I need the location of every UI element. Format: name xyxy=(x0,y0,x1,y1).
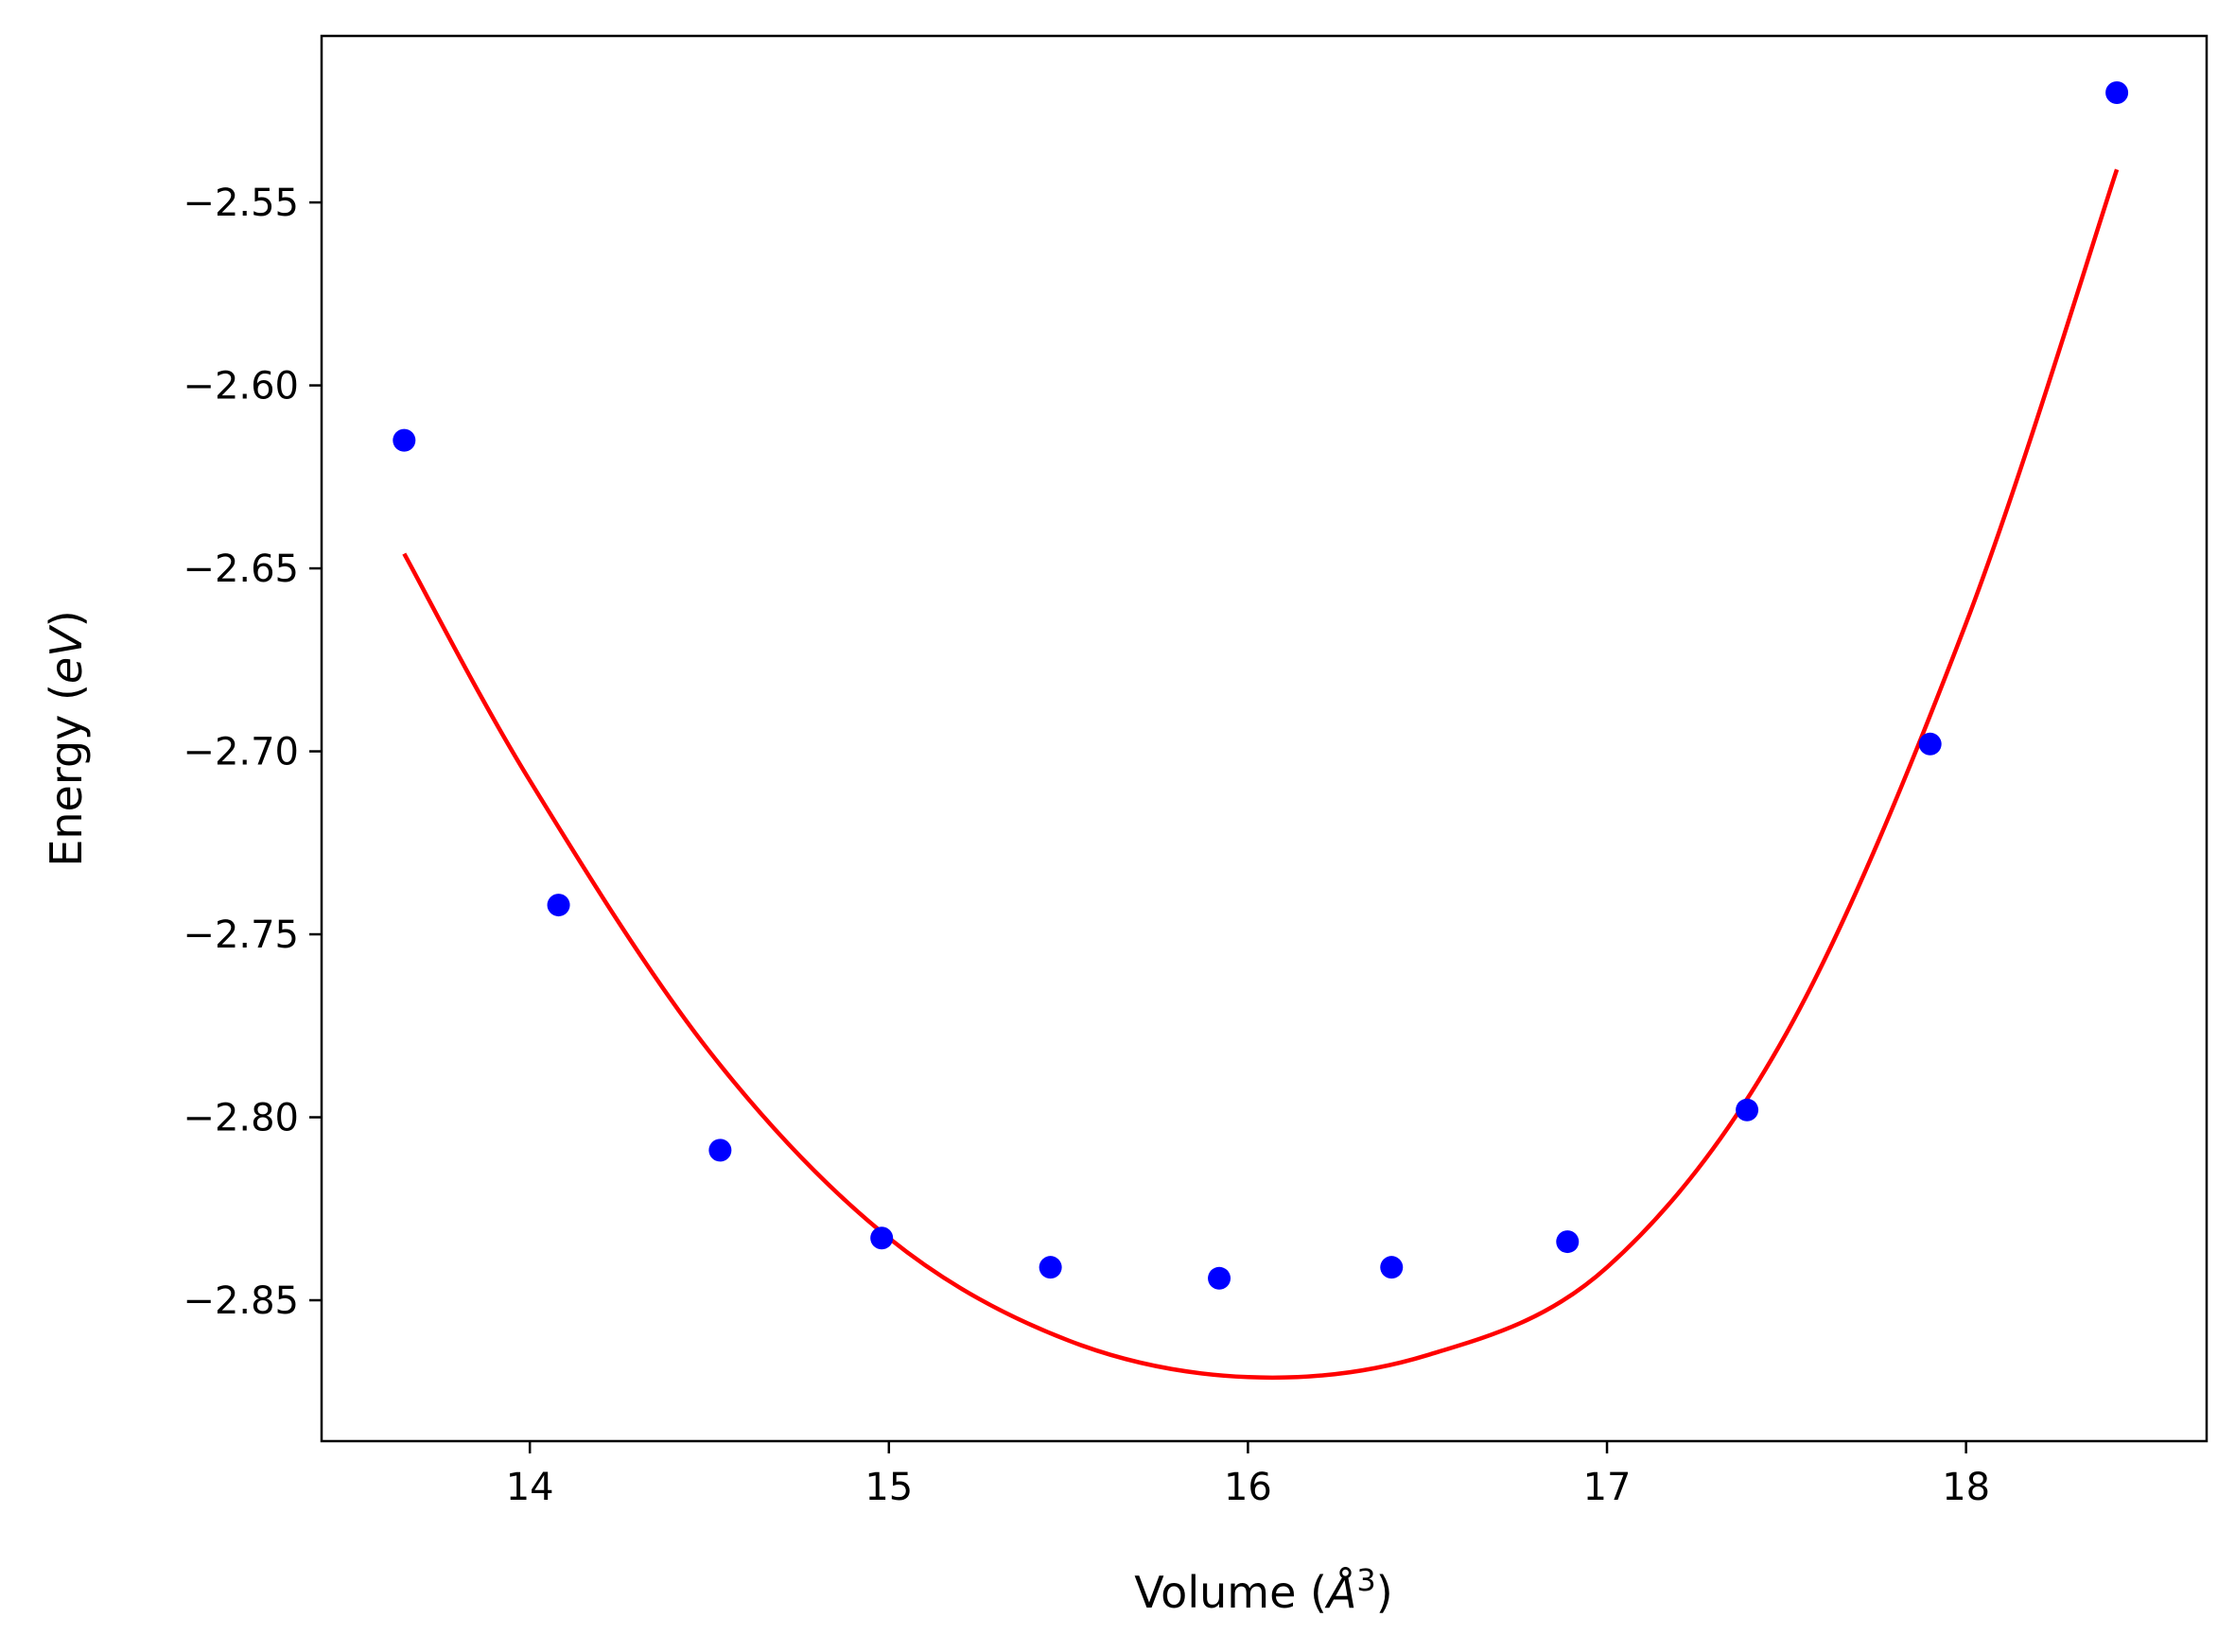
y-tick-label: −2.80 xyxy=(183,1097,299,1140)
data-point xyxy=(1039,1256,1062,1279)
data-point xyxy=(1556,1230,1580,1254)
x-axis-label: Volume (Å3) xyxy=(1134,1562,1392,1618)
data-point xyxy=(870,1226,894,1250)
y-axis-ticks: −2.55 −2.60 −2.65 −2.70 −2.75 −2.80 −2.85 xyxy=(183,182,322,1323)
data-point xyxy=(1208,1266,1231,1290)
x-tick-label: 15 xyxy=(864,1466,913,1509)
data-point xyxy=(393,428,416,452)
y-tick-label: −2.85 xyxy=(183,1279,299,1323)
data-point xyxy=(1380,1256,1404,1279)
y-tick-label: −2.55 xyxy=(183,182,299,225)
data-point xyxy=(1918,732,1942,756)
data-point xyxy=(2105,80,2129,104)
x-tick-label: 17 xyxy=(1583,1466,1632,1509)
y-tick-label: −2.60 xyxy=(183,365,299,409)
x-tick-label: 18 xyxy=(1942,1466,1990,1509)
plot-frame xyxy=(320,34,2209,1443)
data-point xyxy=(1736,1098,1759,1122)
data-points xyxy=(393,80,2129,1290)
data-point xyxy=(547,894,570,917)
x-axis-ticks: 14 15 16 17 18 xyxy=(506,1441,1990,1509)
y-axis-label: Energy (eV) xyxy=(41,610,92,866)
data-point xyxy=(708,1139,732,1162)
y-tick-label: −2.65 xyxy=(183,548,299,591)
fit-curve xyxy=(402,168,2120,1381)
x-tick-label: 14 xyxy=(506,1466,554,1509)
y-tick-label: −2.70 xyxy=(183,731,299,774)
y-tick-label: −2.75 xyxy=(183,913,299,957)
x-tick-label: 16 xyxy=(1224,1466,1272,1509)
